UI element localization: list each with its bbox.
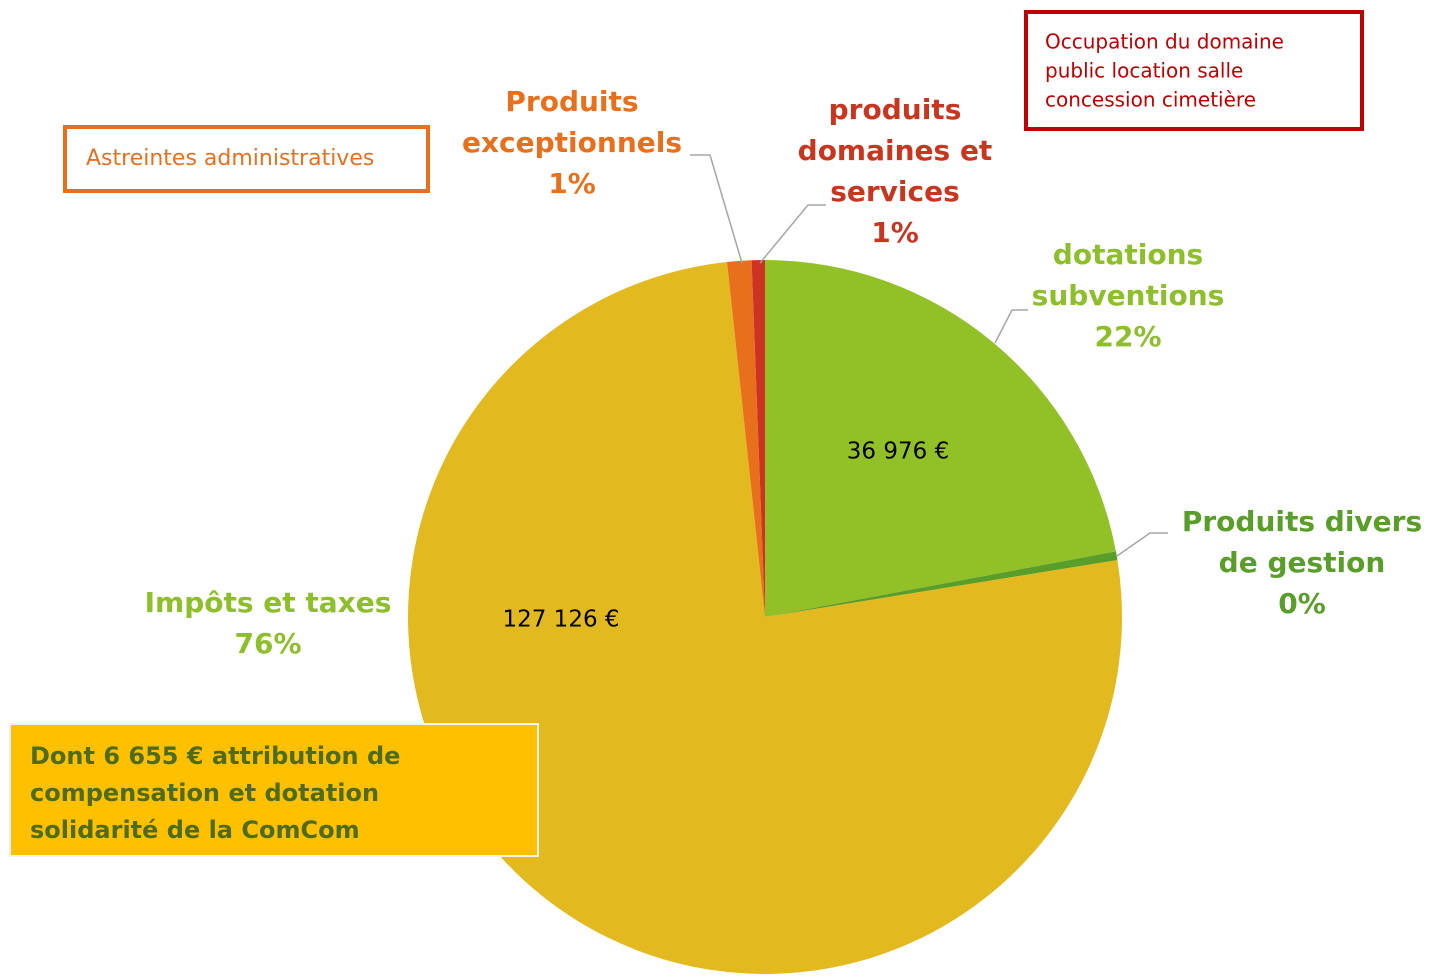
value-label: 76% [234,627,301,660]
category-label-line: services [830,175,960,208]
value-label: 1% [871,216,919,249]
pie-slice [765,551,1118,617]
category-label-line: subventions [1032,279,1225,312]
category-label-line: de gestion [1219,546,1386,579]
annotation-text: Astreintes administratives [86,146,374,171]
leader-line [759,204,826,264]
annotation-text: concession cimetière [1045,88,1256,112]
category-label: Produits exceptionnels [462,85,682,159]
pie-slice [727,260,765,617]
annotation-box [9,723,539,857]
category-label: produits domaines et services [798,93,993,208]
category-label-line: produits [829,93,962,126]
leader-line [690,154,743,264]
pie-slice [408,262,1123,975]
value-label: 0% [1278,587,1326,620]
pie-slice [751,260,765,617]
annotation-text: compensation et dotation [30,779,379,807]
annotation-box [63,125,430,193]
value-label: 22% [1094,320,1161,353]
category-label-line: dotations [1053,238,1203,271]
annotation-box [1024,10,1364,131]
category-label-line: Produits divers [1182,505,1422,538]
amount-label: 36 976 € [847,439,949,465]
leader-line [994,309,1028,344]
pie-slice [765,260,1116,617]
amount-label: 127 126 € [502,607,619,633]
category-label-line: domaines et [798,134,993,167]
leader-line [1116,532,1168,557]
category-label: Produits divers de gestion [1182,505,1422,579]
annotation-text: solidarité de la ComCom [30,816,360,844]
category-label: Impôts et taxes [145,586,392,619]
category-label-line: exceptionnels [462,126,682,159]
category-label-line: Produits [505,85,638,118]
annotation-text: Dont 6 655 € attribution de [30,742,400,770]
value-label: 1% [548,167,596,200]
category-label-line: Impôts et taxes [145,586,392,619]
category-label: dotations subventions [1032,238,1225,312]
annotation-text: Occupation du domaine [1045,30,1284,54]
annotation-text: public location salle [1045,59,1243,83]
